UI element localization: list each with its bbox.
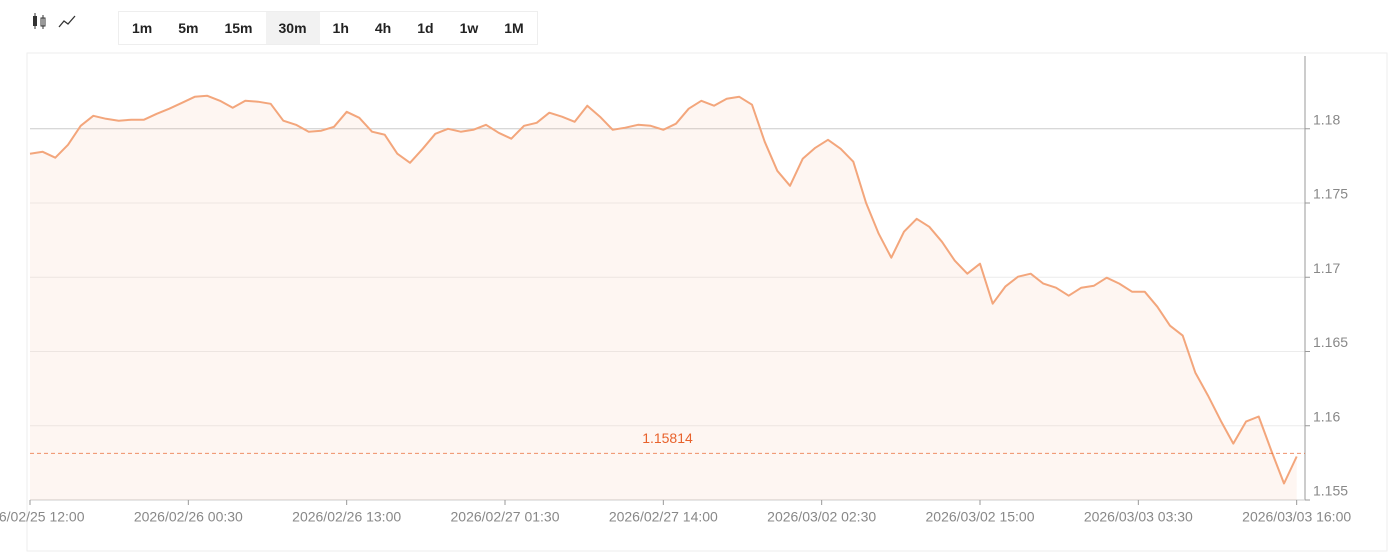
- y-tick-label: 1.155: [1313, 483, 1348, 499]
- x-tick-label: 2026/02/26 00:30: [134, 509, 243, 525]
- y-tick-label: 1.165: [1313, 334, 1348, 350]
- price-line: [29, 94, 1298, 485]
- y-tick-label: 1.16: [1313, 408, 1340, 424]
- interval-button[interactable]: 4h: [374, 20, 392, 36]
- x-tick-label: 2026/02/25 12:00: [0, 509, 85, 525]
- interval-button[interactable]: 1w: [459, 20, 479, 36]
- x-tick-label: 2026/02/27 14:00: [609, 509, 718, 525]
- x-tick-label: 2026/03/02 15:00: [926, 509, 1035, 525]
- interval-button[interactable]: 1h: [332, 20, 349, 36]
- chart-type-icons: [28, 10, 78, 32]
- interval-button[interactable]: 30m: [265, 12, 320, 44]
- y-tick-label: 1.18: [1313, 111, 1340, 127]
- area-fill: [30, 95, 1297, 501]
- interval-button[interactable]: 1d: [417, 20, 434, 36]
- line-icon[interactable]: [56, 10, 78, 32]
- interval-toolbar: 1m 5m 15m 30m 1h 4h 1d 1w 1M: [118, 11, 538, 45]
- interval-button[interactable]: 1m: [132, 20, 153, 36]
- chart-frame: [26, 52, 1388, 552]
- x-tick-label: 2026/02/27 01:30: [451, 509, 560, 525]
- interval-button[interactable]: 5m: [178, 20, 199, 36]
- x-tick-label: 2026/03/02 02:30: [767, 509, 876, 525]
- interval-button[interactable]: 1M: [504, 20, 524, 36]
- x-tick-label: 2026/02/26 13:00: [292, 509, 401, 525]
- last-price-label: 1.15814: [642, 430, 693, 446]
- x-tick-label: 2026/03/03 16:00: [1242, 509, 1351, 525]
- interval-button[interactable]: 15m: [224, 20, 253, 36]
- candle-icon[interactable]: [28, 10, 50, 32]
- y-tick-label: 1.175: [1313, 186, 1348, 202]
- y-tick-label: 1.17: [1313, 260, 1340, 276]
- x-tick-label: 2026/03/03 03:30: [1084, 509, 1193, 525]
